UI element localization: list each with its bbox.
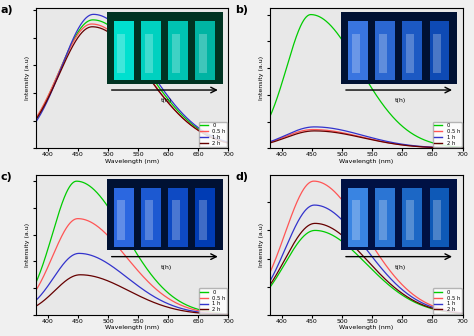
Legend: 0, 0.5 h, 1 h, 2 h: 0, 0.5 h, 1 h, 2 h [199, 122, 228, 147]
Legend: 0, 0.5 h, 1 h, 2 h: 0, 0.5 h, 1 h, 2 h [433, 122, 462, 147]
Text: a): a) [1, 5, 14, 15]
X-axis label: Wavelength (nm): Wavelength (nm) [105, 159, 159, 164]
X-axis label: Wavelength (nm): Wavelength (nm) [339, 326, 393, 330]
Legend: 0, 0.5 h, 1 h, 2 h: 0, 0.5 h, 1 h, 2 h [433, 288, 462, 314]
Text: b): b) [235, 5, 248, 15]
Text: t(h): t(h) [161, 98, 172, 103]
Y-axis label: Intensity (a.u): Intensity (a.u) [25, 223, 30, 267]
Text: t(h): t(h) [161, 265, 172, 270]
Legend: 0, 0.5 h, 1 h, 2 h: 0, 0.5 h, 1 h, 2 h [199, 288, 228, 314]
Y-axis label: Intensity (a.u): Intensity (a.u) [259, 223, 264, 267]
Text: t(h): t(h) [395, 98, 407, 103]
Text: t(h): t(h) [395, 265, 407, 270]
X-axis label: Wavelength (nm): Wavelength (nm) [339, 159, 393, 164]
X-axis label: Wavelength (nm): Wavelength (nm) [105, 326, 159, 330]
Text: d): d) [235, 172, 248, 182]
Y-axis label: Intensity (a.u): Intensity (a.u) [259, 56, 264, 100]
Text: c): c) [1, 172, 13, 182]
Y-axis label: Intensity (a.u): Intensity (a.u) [25, 56, 30, 100]
